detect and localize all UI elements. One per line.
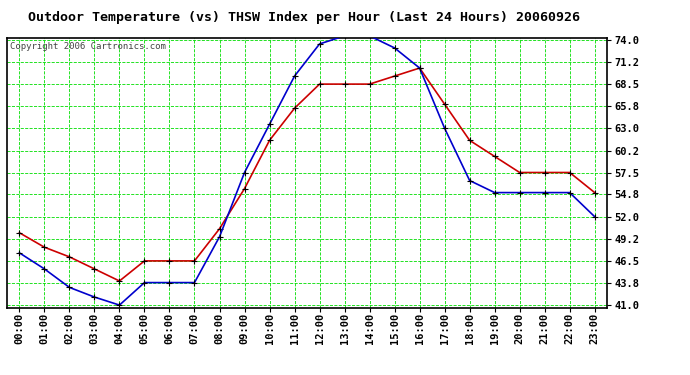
- Text: Copyright 2006 Cartronics.com: Copyright 2006 Cartronics.com: [10, 42, 166, 51]
- Text: Outdoor Temperature (vs) THSW Index per Hour (Last 24 Hours) 20060926: Outdoor Temperature (vs) THSW Index per …: [28, 11, 580, 24]
